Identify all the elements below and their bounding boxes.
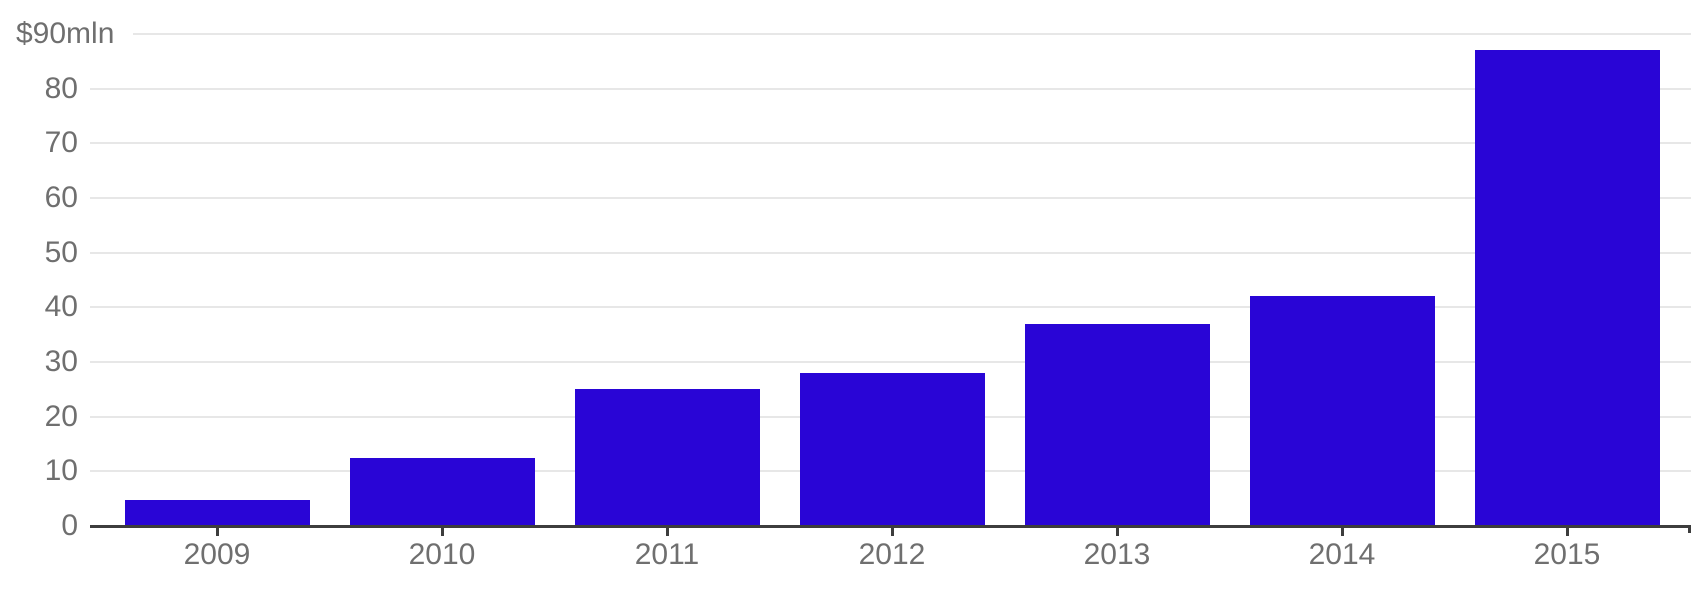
y-axis-tick-label: 30 bbox=[44, 345, 78, 378]
x-axis-tick bbox=[1340, 527, 1344, 536]
y-gridline bbox=[90, 197, 1691, 199]
y-gridline bbox=[90, 87, 1691, 90]
x-axis-tick bbox=[1565, 527, 1569, 536]
bar-2009 bbox=[124, 499, 310, 526]
y-axis-tick-label: 50 bbox=[44, 235, 78, 269]
y-axis-tick-label: 0 bbox=[61, 509, 78, 542]
x-axis-tick-label: 2014 bbox=[1308, 538, 1376, 571]
x-axis-tick-label: 2009 bbox=[183, 538, 251, 571]
x-axis-tick-label: 2015 bbox=[1533, 538, 1601, 571]
x-axis-tick-label: 2012 bbox=[858, 538, 926, 571]
y-axis-tick-label: 40 bbox=[44, 290, 78, 324]
x-axis-tick-label: 2011 bbox=[634, 538, 700, 571]
y-axis-tick-label: 70 bbox=[44, 126, 78, 160]
bar-2013 bbox=[1024, 323, 1210, 526]
x-axis-tick bbox=[1115, 527, 1119, 536]
bar-2015 bbox=[1474, 50, 1660, 526]
x-axis-tick bbox=[665, 527, 669, 536]
x-axis-line bbox=[90, 525, 1691, 528]
x-axis-tick bbox=[440, 527, 444, 536]
x-axis-end-tick bbox=[1688, 527, 1691, 533]
x-axis-tick bbox=[215, 527, 219, 536]
y-axis-tick-label: $90mln bbox=[16, 17, 115, 50]
y-gridline bbox=[90, 361, 1691, 363]
y-gridline bbox=[90, 251, 1691, 254]
bar-2010 bbox=[349, 458, 535, 526]
bar-2014 bbox=[1249, 296, 1435, 526]
bar-2012 bbox=[799, 372, 985, 526]
bar-2011 bbox=[574, 389, 760, 526]
y-gridline bbox=[90, 142, 1691, 145]
y-axis-tick-label: 10 bbox=[44, 454, 78, 488]
y-axis-tick-label: 60 bbox=[44, 181, 78, 214]
y-axis-tick-label: 80 bbox=[44, 71, 78, 105]
x-axis-tick-label: 2013 bbox=[1083, 538, 1151, 571]
x-axis-tick-label: 2010 bbox=[408, 538, 476, 571]
y-gridline bbox=[133, 33, 1691, 35]
y-gridline bbox=[90, 306, 1691, 309]
x-axis-tick bbox=[890, 527, 894, 536]
y-axis-tick-label: 20 bbox=[44, 399, 78, 433]
